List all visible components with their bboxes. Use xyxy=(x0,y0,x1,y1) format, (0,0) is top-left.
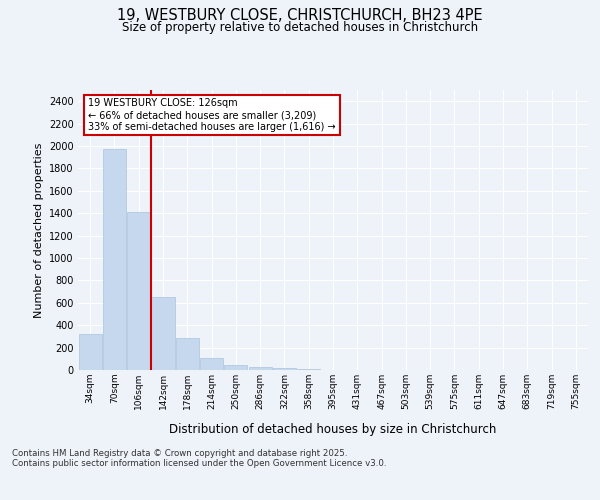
Bar xyxy=(273,368,296,370)
Bar xyxy=(79,334,101,370)
Bar xyxy=(224,365,247,370)
Bar xyxy=(297,369,320,370)
Text: Contains HM Land Registry data © Crown copyright and database right 2025.: Contains HM Land Registry data © Crown c… xyxy=(12,448,347,458)
Bar xyxy=(127,212,150,370)
Bar xyxy=(103,150,126,370)
Bar xyxy=(200,358,223,370)
Text: 19 WESTBURY CLOSE: 126sqm
← 66% of detached houses are smaller (3,209)
33% of se: 19 WESTBURY CLOSE: 126sqm ← 66% of detac… xyxy=(88,98,336,132)
Bar xyxy=(176,338,199,370)
Text: Distribution of detached houses by size in Christchurch: Distribution of detached houses by size … xyxy=(169,422,497,436)
Y-axis label: Number of detached properties: Number of detached properties xyxy=(34,142,44,318)
Text: Contains public sector information licensed under the Open Government Licence v3: Contains public sector information licen… xyxy=(12,458,386,468)
Text: Size of property relative to detached houses in Christchurch: Size of property relative to detached ho… xyxy=(122,21,478,34)
Text: 19, WESTBURY CLOSE, CHRISTCHURCH, BH23 4PE: 19, WESTBURY CLOSE, CHRISTCHURCH, BH23 4… xyxy=(117,8,483,22)
Bar xyxy=(248,367,272,370)
Bar xyxy=(151,297,175,370)
